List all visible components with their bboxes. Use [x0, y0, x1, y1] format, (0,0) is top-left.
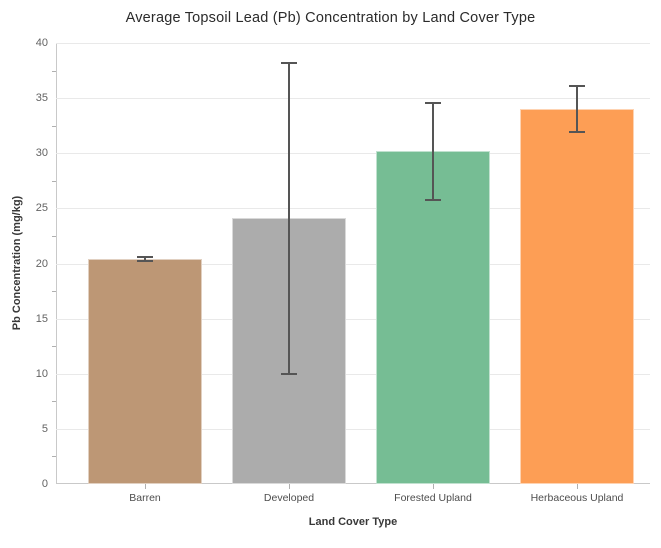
y-tick-label: 25: [35, 202, 48, 215]
x-tick-label: Developed: [263, 492, 315, 504]
error-bar-line: [288, 62, 290, 374]
y-minor-tick: [52, 456, 56, 458]
x-tick-label: Forested Upland: [394, 492, 472, 504]
y-axis-title: Pb Concentration (mg/kg): [11, 195, 23, 331]
chart-title: Average Topsoil Lead (Pb) Concentration …: [125, 10, 536, 26]
y-tick-label: 30: [35, 147, 48, 160]
y-tick-label: 20: [35, 257, 48, 270]
y-tick-label: 10: [35, 367, 48, 380]
error-bar-cap-top: [425, 101, 441, 104]
error-bar-line: [432, 102, 434, 200]
y-tick-label: 15: [35, 312, 48, 325]
error-bar-cap-bottom: [425, 198, 441, 201]
y-minor-tick: [52, 346, 56, 348]
error-bar-cap-bottom: [137, 260, 153, 263]
error-bar-cap-top: [281, 61, 297, 64]
bar: [376, 151, 490, 484]
x-axis-tick: [577, 484, 578, 489]
bar: [520, 109, 634, 484]
error-bar-cap-top: [569, 84, 585, 87]
x-axis-tick: [145, 484, 146, 489]
y-tick-label: 35: [35, 92, 48, 105]
x-axis-tick: [289, 484, 290, 489]
y-minor-tick: [52, 291, 56, 293]
x-tick-label: Herbaceous Upland: [530, 492, 624, 504]
gridline: [56, 373, 650, 375]
gridline: [56, 318, 650, 320]
y-minor-tick: [52, 235, 56, 237]
gridline: [56, 263, 650, 265]
error-bar-line: [144, 256, 146, 262]
error-bar-cap-bottom: [569, 131, 585, 134]
gridline: [56, 43, 650, 44]
gridline: [56, 428, 650, 430]
gridline: [56, 153, 650, 155]
y-minor-tick: [52, 180, 56, 182]
y-tick-label: 5: [41, 422, 48, 435]
x-tick-label: Barren: [129, 492, 161, 504]
y-minor-tick: [52, 401, 56, 403]
x-axis-tick: [433, 484, 434, 489]
bar: [88, 259, 202, 484]
x-axis-title: Land Cover Type: [308, 516, 398, 528]
error-bar-cap-top: [137, 255, 153, 258]
error-bar-cap-bottom: [281, 372, 297, 375]
gridline: [56, 208, 650, 210]
y-minor-tick: [52, 70, 56, 72]
y-tick-label: 40: [35, 37, 48, 49]
error-bar-line: [576, 85, 578, 133]
y-tick-label: 0: [41, 478, 48, 490]
gridline: [56, 98, 650, 100]
y-minor-tick: [52, 125, 56, 127]
